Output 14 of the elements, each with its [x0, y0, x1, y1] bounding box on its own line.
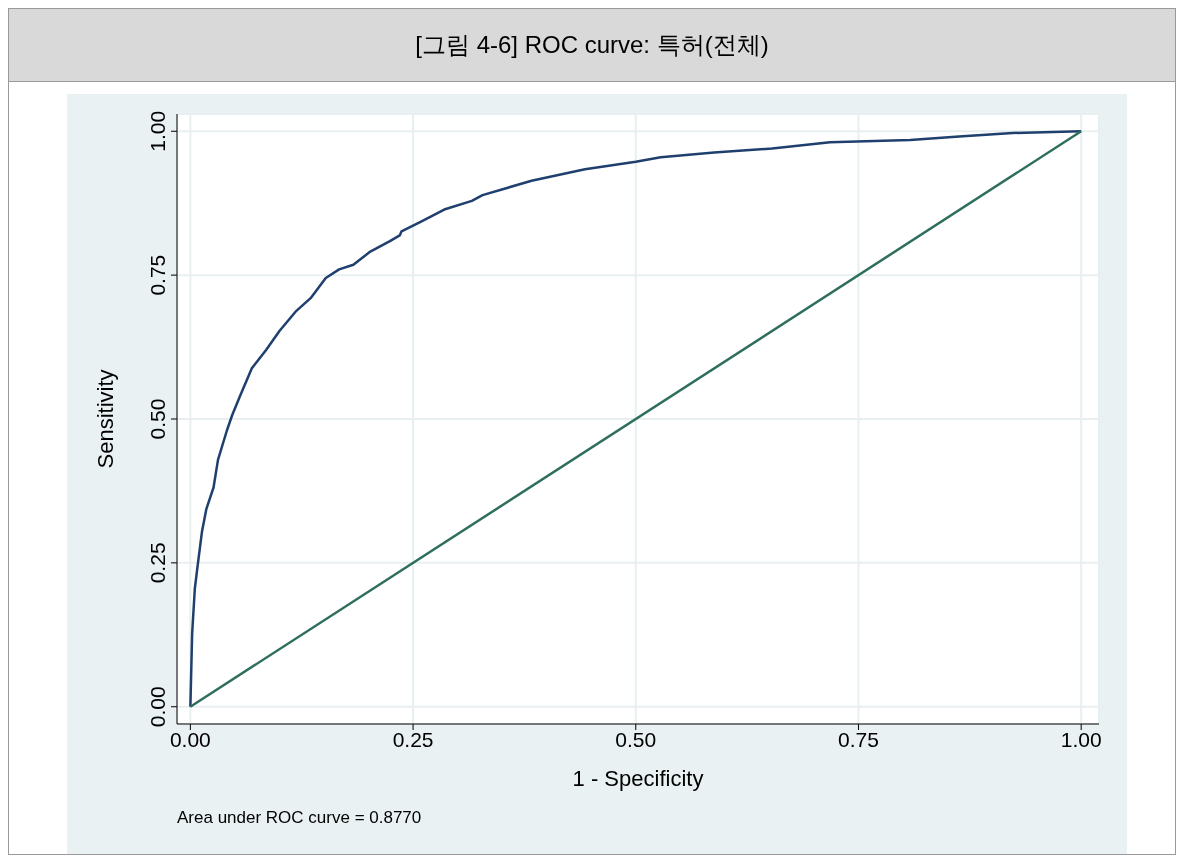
- y-tick-label: 1.00: [146, 110, 169, 152]
- y-tick-label: 0.75: [146, 254, 169, 296]
- x-tick-label: 0.75: [838, 727, 879, 751]
- chart-title: [그림 4-6] ROC curve: 특허(전체): [9, 9, 1175, 82]
- y-tick-label: 0.25: [146, 542, 169, 584]
- text: Area under ROC curve = 0.8770: [177, 808, 422, 828]
- x-tick-label: 0.50: [615, 727, 657, 751]
- line-series: [189, 130, 1083, 708]
- y-axis-title: Sensitivity: [92, 369, 118, 469]
- x-tick-label: 0.00: [169, 727, 211, 751]
- x-tick-label: 1.00: [1060, 727, 1102, 751]
- y-tick-label: 0.50: [146, 398, 169, 440]
- x-axis-title: 1 - Specificity: [572, 766, 704, 791]
- x-tick-label: 0.25: [392, 727, 434, 751]
